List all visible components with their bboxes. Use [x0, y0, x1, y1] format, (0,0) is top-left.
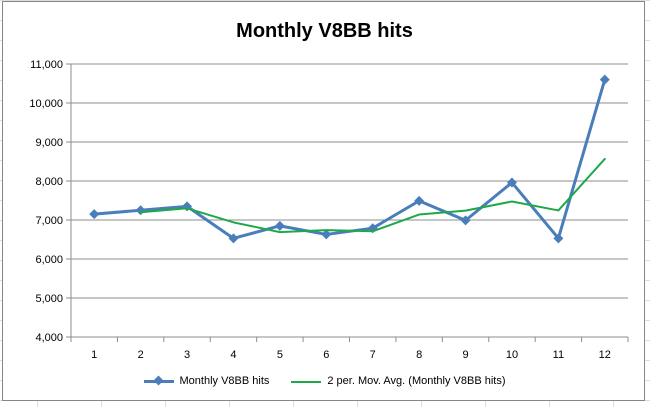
data-point — [553, 233, 564, 244]
data-point — [506, 177, 517, 188]
y-tick-label: 10,000 — [29, 98, 63, 110]
x-tick-label: 1 — [91, 349, 97, 361]
chart-title: Monthly V8BB hits — [236, 20, 413, 42]
line-chart: 4,000 5,000 6,000 7,000 8,000 9,000 10,000 11,0… — [29, 59, 629, 361]
chart-area[interactable]: Monthly V8BB hits 4,000 5,000 6,000 7,000 8,… — [2, 1, 645, 401]
x-tick-label: 4 — [230, 349, 236, 361]
x-tick-label: 6 — [323, 349, 329, 361]
data-point — [228, 233, 239, 244]
y-tick-label: 9,000 — [35, 137, 63, 149]
data-point — [460, 215, 471, 226]
x-tick-label: 8 — [416, 349, 422, 361]
x-tick-label: 3 — [184, 349, 190, 361]
data-point — [414, 195, 425, 206]
x-tick-label: 7 — [370, 349, 376, 361]
data-point — [135, 205, 146, 216]
x-tick-label: 10 — [506, 349, 518, 361]
y-tick-label: 7,000 — [35, 215, 63, 227]
y-tick-label: 6,000 — [35, 254, 63, 266]
legend[interactable]: Monthly V8BB hits 2 per. Mov. Avg. (Mont… — [3, 375, 646, 387]
x-tick-label: 12 — [599, 349, 611, 361]
legend-label-series-1: Monthly V8BB hits — [179, 375, 270, 387]
data-point — [89, 209, 100, 220]
x-tick-label: 2 — [138, 349, 144, 361]
x-tick-label: 11 — [553, 349, 564, 361]
y-tick-label: 4,000 — [35, 332, 63, 344]
series-line-2 — [139, 157, 606, 234]
legend-item-series-2: 2 per. Mov. Avg. (Monthly V8BB hits) — [291, 375, 506, 387]
data-point — [599, 74, 610, 85]
x-tick-label: 5 — [277, 349, 283, 361]
legend-label-series-2: 2 per. Mov. Avg. (Monthly V8BB hits) — [327, 375, 506, 387]
legend-marker-series-1 — [143, 375, 174, 386]
data-point — [321, 229, 332, 240]
legend-marker-series-2 — [291, 377, 322, 386]
y-tick-label: 11,000 — [30, 59, 63, 71]
x-tick-label: 9 — [462, 349, 468, 361]
data-point — [274, 220, 285, 231]
y-tick-label: 8,000 — [35, 176, 63, 188]
y-tick-label: 5,000 — [35, 293, 63, 305]
legend-item-series-1: Monthly V8BB hits — [143, 375, 270, 387]
